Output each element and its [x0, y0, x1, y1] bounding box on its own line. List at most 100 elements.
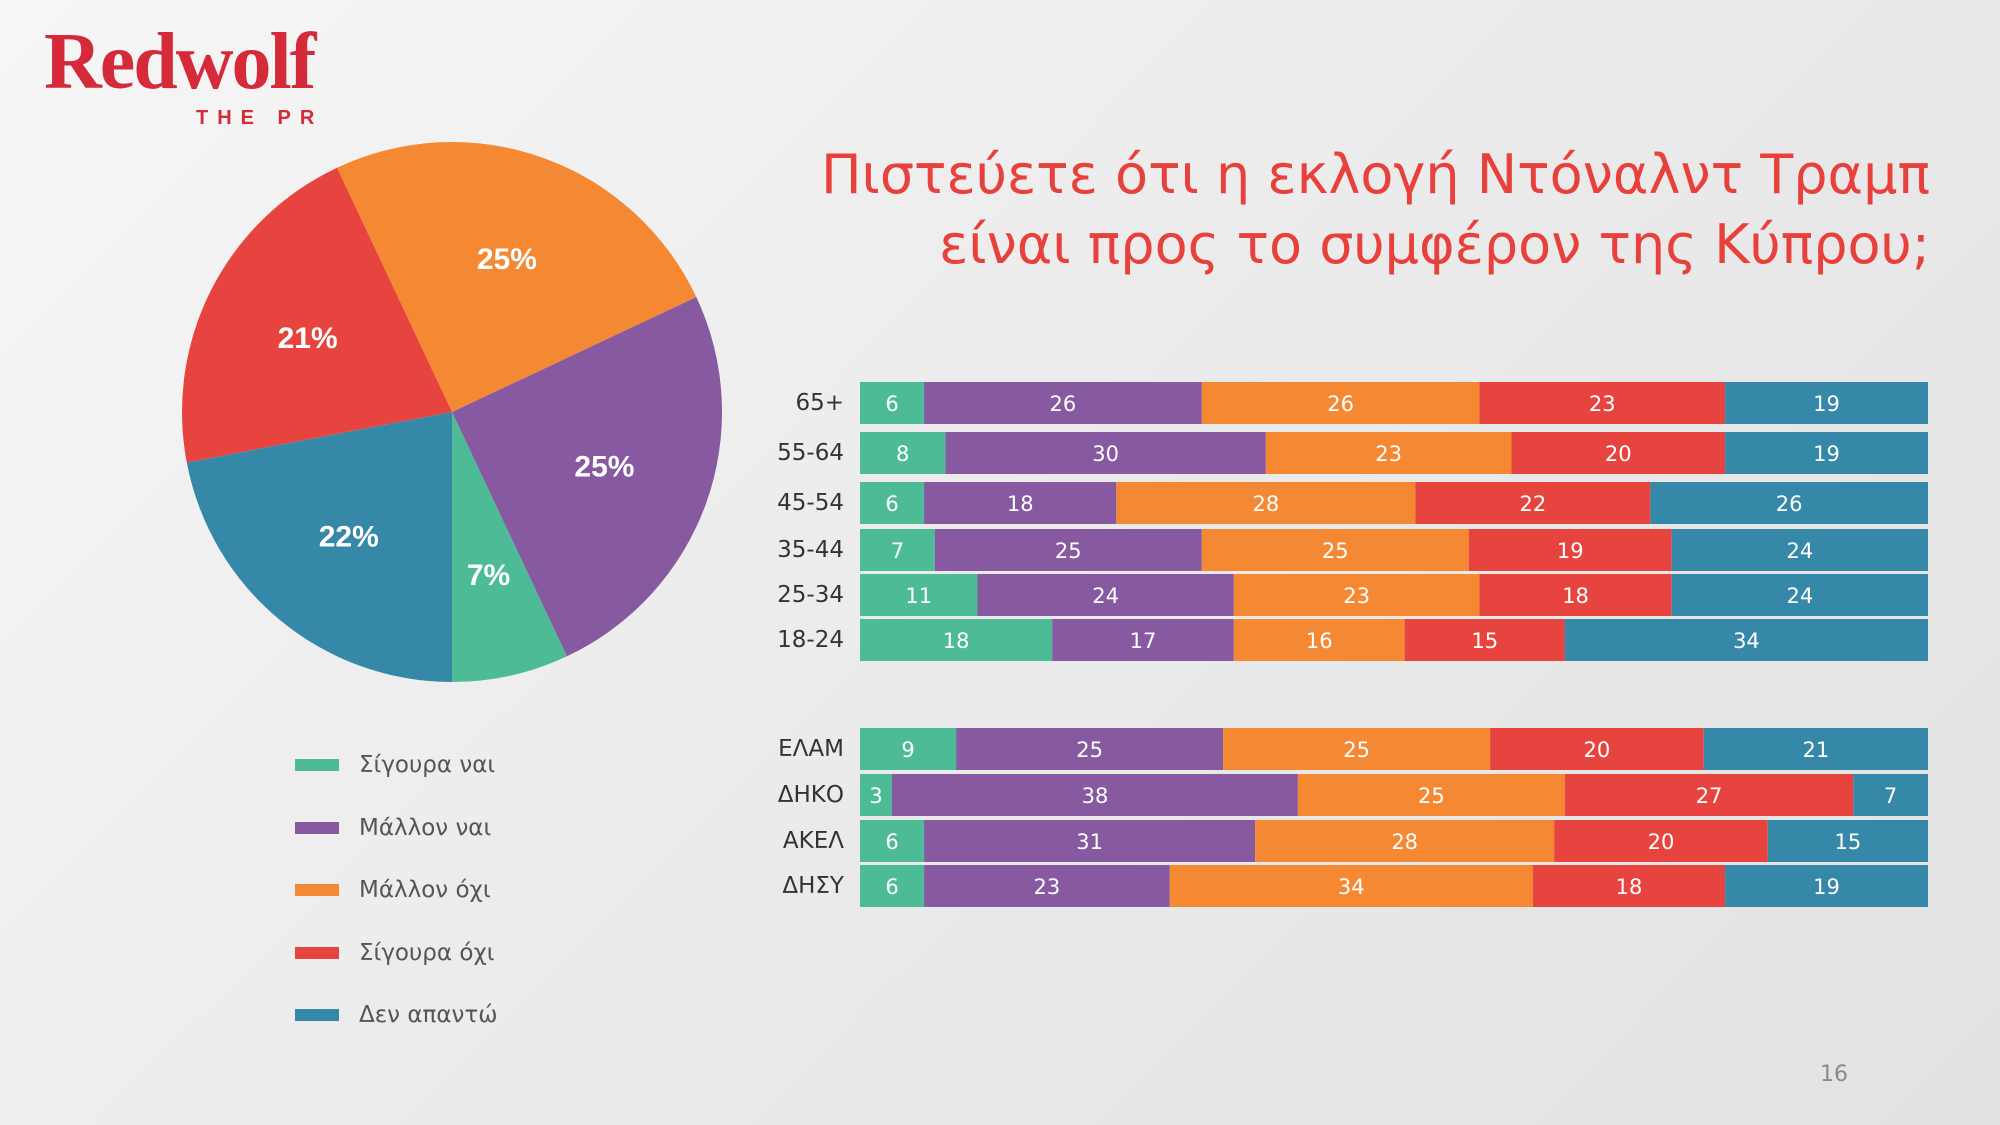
bar-category-label: 25-34: [777, 582, 844, 608]
legend-swatch: [295, 759, 339, 771]
pie-slice: [452, 297, 722, 657]
bar-value-label: 6: [885, 492, 898, 516]
page-number: 16: [1820, 1062, 1848, 1087]
logo-tagline: THE PR: [196, 107, 324, 129]
bar-value-label: 18: [1616, 875, 1643, 899]
bar-segment: [1564, 774, 1854, 816]
bar-category-label: 35-44: [777, 537, 844, 563]
bar-value-label: 25: [1343, 738, 1370, 762]
bar-segment: [1767, 820, 1928, 862]
chart-title: Πιστεύετε ότι η εκλογή Ντόναλντ Τραμπ εί…: [720, 140, 1930, 280]
bar-segment: [1479, 574, 1672, 616]
bar-value-label: 24: [1786, 539, 1813, 563]
pie-slice: [182, 167, 453, 463]
bar-value-label: 25: [1322, 539, 1349, 563]
legend-label: Δεν απαντώ: [359, 1002, 498, 1028]
pie-slice: [186, 412, 452, 682]
bar-segment: [860, 774, 893, 816]
bar-segment: [1554, 820, 1768, 862]
legend-item-mallon-oxi: Μάλλον όχι: [295, 875, 595, 905]
bar-segment: [924, 382, 1202, 424]
bar-segment: [860, 820, 925, 862]
bar-value-label: 15: [1835, 830, 1862, 854]
bar-segment: [1671, 574, 1928, 616]
bar-segment: [1201, 382, 1480, 424]
bar-value-label: 34: [1733, 629, 1760, 653]
bar-value-label: 19: [1813, 875, 1840, 899]
bar-value-label: 30: [1092, 442, 1119, 466]
legend-item-den-apanto: Δεν απαντώ: [295, 1000, 595, 1030]
bar-value-label: 7: [891, 539, 904, 563]
bar-category-label: 18-24: [777, 627, 844, 653]
bar-category-label: 55-64: [777, 440, 844, 466]
bar-segment: [1233, 574, 1480, 616]
bar-value-label: 18: [1007, 492, 1034, 516]
bar-value-label: 15: [1471, 629, 1498, 653]
party-bars: 9 25 25 20 21 ΕΛΑΜ 3 38 25 27 7 ΔΗΚΟ 6 31 28 20 15 ΑΚΕΛ 6 2…: [778, 728, 1928, 907]
logo-wordmark: Redwolf: [44, 18, 316, 106]
bar-value-label: 18: [943, 629, 970, 653]
bar-value-label: 31: [1076, 830, 1103, 854]
bar-segment: [1255, 820, 1555, 862]
bar-value-label: 26: [1776, 492, 1803, 516]
bar-segment: [1415, 482, 1651, 524]
bar-segment: [924, 482, 1117, 524]
logo: Redwolf THE PR: [44, 22, 344, 132]
bar-segment: [934, 529, 1202, 571]
bar-category-label: ΔΗΣΥ: [782, 873, 845, 899]
bar-segment: [892, 774, 1298, 816]
legend-swatch: [295, 822, 339, 834]
bar-segment: [1490, 728, 1704, 770]
bar-value-label: 23: [1034, 875, 1061, 899]
bar-category-label: 65+: [795, 390, 844, 416]
bar-segment: [1725, 865, 1928, 907]
bar-value-label: 38: [1082, 784, 1109, 808]
bar-category-label: ΑΚΕΛ: [783, 828, 844, 854]
bar-segment: [1404, 619, 1565, 661]
bar-value-label: 26: [1327, 392, 1354, 416]
bar-value-label: 8: [896, 442, 909, 466]
bar-segment: [1052, 619, 1234, 661]
bar-value-label: 22: [1519, 492, 1546, 516]
bar-segment: [1564, 619, 1928, 661]
legend-swatch: [295, 947, 339, 959]
bar-value-label: 6: [885, 830, 898, 854]
pie-slice-label: 25%: [574, 450, 634, 483]
bar-value-label: 24: [1786, 584, 1813, 608]
bar-segment: [1703, 728, 1928, 770]
bar-segment: [1169, 865, 1533, 907]
bar-segment: [945, 432, 1266, 474]
bar-segment: [860, 432, 946, 474]
bar-value-label: 20: [1648, 830, 1675, 854]
bar-segment: [1725, 382, 1928, 424]
bar-value-label: 19: [1813, 442, 1840, 466]
bar-segment: [860, 865, 925, 907]
bar-segment: [1650, 482, 1928, 524]
bar-segment: [1201, 529, 1469, 571]
bar-value-label: 6: [885, 392, 898, 416]
bar-value-label: 28: [1252, 492, 1279, 516]
bar-value-label: 7: [1884, 784, 1897, 808]
legend-item-sigoura-oxi: Σίγουρα όχι: [295, 938, 595, 968]
bar-segment: [860, 382, 925, 424]
bar-value-label: 23: [1343, 584, 1370, 608]
legend-swatch: [295, 1009, 339, 1021]
pie-slice-label: 22%: [319, 520, 379, 553]
bar-segment: [1223, 728, 1491, 770]
bar-value-label: 16: [1306, 629, 1333, 653]
legend-label: Σίγουρα όχι: [359, 940, 495, 966]
bar-value-label: 25: [1418, 784, 1445, 808]
legend-swatch: [295, 884, 339, 896]
bar-segment: [956, 728, 1224, 770]
bar-value-label: 27: [1696, 784, 1723, 808]
pie-slice-label: 25%: [477, 243, 537, 276]
bar-value-label: 19: [1813, 392, 1840, 416]
legend-label: Μάλλον ναι: [359, 815, 492, 841]
bar-value-label: 20: [1605, 442, 1632, 466]
bar-value-label: 34: [1338, 875, 1365, 899]
bar-segment: [1532, 865, 1726, 907]
bar-value-label: 3: [869, 784, 882, 808]
bar-segment: [860, 728, 957, 770]
bar-value-label: 25: [1055, 539, 1082, 563]
